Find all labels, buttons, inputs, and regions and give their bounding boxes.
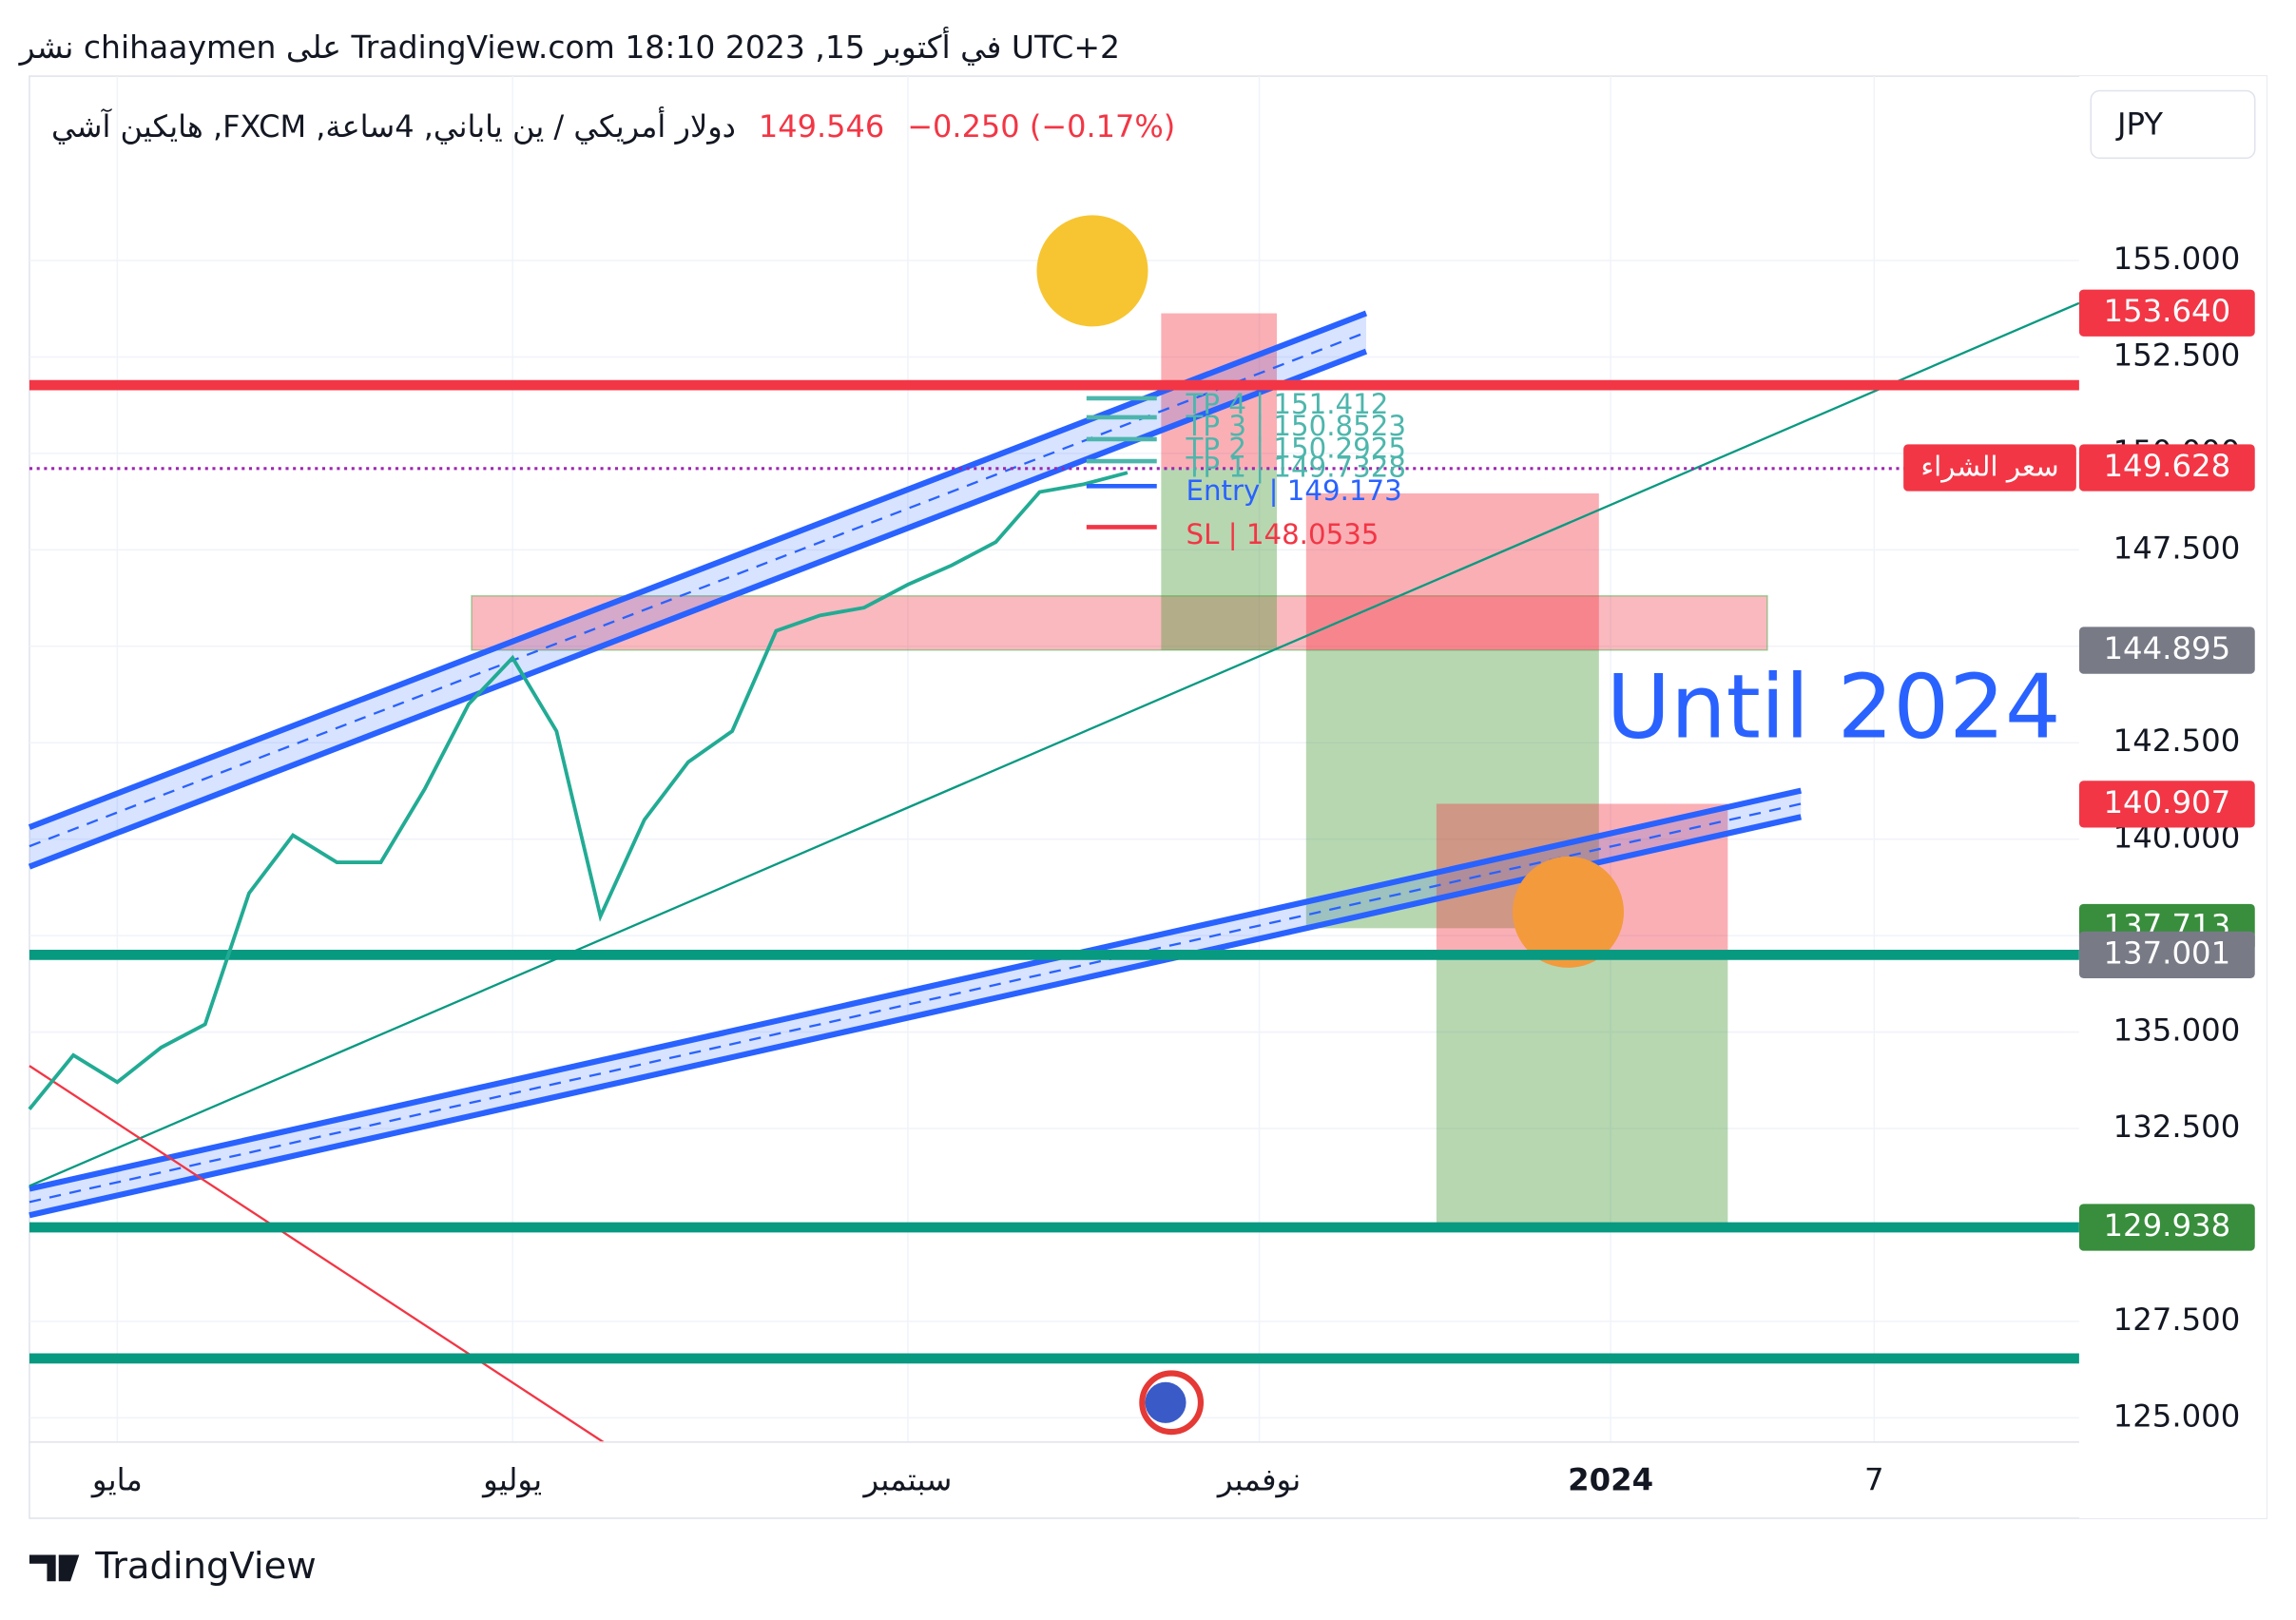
price-tag-label: 144.895 [2103,630,2230,666]
annotation: Entry | 149.173 [1187,474,1402,508]
axis: 125.000127.500130.000132.500135.000137.5… [1903,241,2255,1434]
price-tag-label: 129.938 [2103,1207,2230,1244]
price-tag-label: 149.628 [2103,448,2230,484]
x-tick-label: 2024 [1568,1461,1653,1497]
channel-mid [29,802,1802,1204]
price-line [28,471,1129,1110]
x-tick-label: نوفمبر [1216,1461,1301,1497]
emoji [1512,856,1624,968]
emoji [1036,215,1148,327]
last-price: 149.546 [758,108,885,145]
price-tag [2078,289,2255,337]
y-tick-label: 135.000 [2113,1012,2241,1049]
price-tag-label: 153.640 [2103,293,2230,329]
trend-line [29,1065,605,1443]
channel-line [29,787,1803,1192]
y-tick-label: 155.000 [2113,241,2241,277]
y-tick-label: 127.500 [2113,1302,2241,1338]
annotation: SL | 148.0535 [1187,518,1380,551]
drawings [28,215,2080,1443]
logo [29,1554,80,1582]
position-target [1436,955,1728,1227]
frame [29,75,2267,1519]
y-tick-label: 125.000 [2113,1398,2241,1434]
price-tag [2078,931,2255,979]
publish-info: UTC+2 في أكتوبر 15, 2023 18:10 TradingVi… [19,29,1120,66]
trend-line [29,301,2080,1187]
annotation: TP 2 | 150.2925 [1186,432,1406,465]
price-change: −0.250 (−0.17%) [907,108,1176,145]
y-tick-label: 152.500 [2113,337,2241,373]
currency-button[interactable] [2090,89,2256,160]
annotation: TP 3 | 150.8523 [1186,410,1406,443]
channel-fill [29,313,1366,867]
channel-line [29,814,1803,1219]
price-tag [2078,781,2255,828]
note: Until 2024 [1607,655,2061,758]
buy-tag [1903,444,2076,492]
price-tag-label: 140.907 [2103,784,2230,820]
symbol-bar: دولار أمريكي / ين ياباني, 4ساعة, FXCM, ه… [51,108,1175,145]
buy-tag-label: سعر الشراء [1920,450,2058,482]
event-icon [1145,1381,1187,1423]
price-tag [2078,1204,2255,1251]
y-tick-label: 132.500 [2113,1109,2241,1145]
annotation: TP 4 | 151.412 [1186,388,1389,421]
zone [471,595,1768,651]
currency: JPY [2115,106,2163,142]
x-tick-label: يوليو [481,1461,542,1497]
annotation: TP 1 | 149.7328 [1186,451,1406,484]
y-tick-label: 142.500 [2113,723,2241,759]
price-tag [2078,444,2255,492]
position-target [1161,468,1278,650]
position-stop [1305,492,1599,650]
y-tick-label: 147.500 [2113,530,2241,566]
price-tag [2078,627,2255,674]
footer-brand: TradingView [94,1545,317,1588]
symbol: دولار أمريكي / ين ياباني, 4ساعة, FXCM, ه… [51,108,736,145]
price-tag-label: 137.001 [2103,935,2230,971]
x-tick-label: مايو [90,1461,143,1497]
x-tick-label: 7 [1864,1461,1884,1497]
x-tick-label: سبتمبر [861,1461,952,1497]
